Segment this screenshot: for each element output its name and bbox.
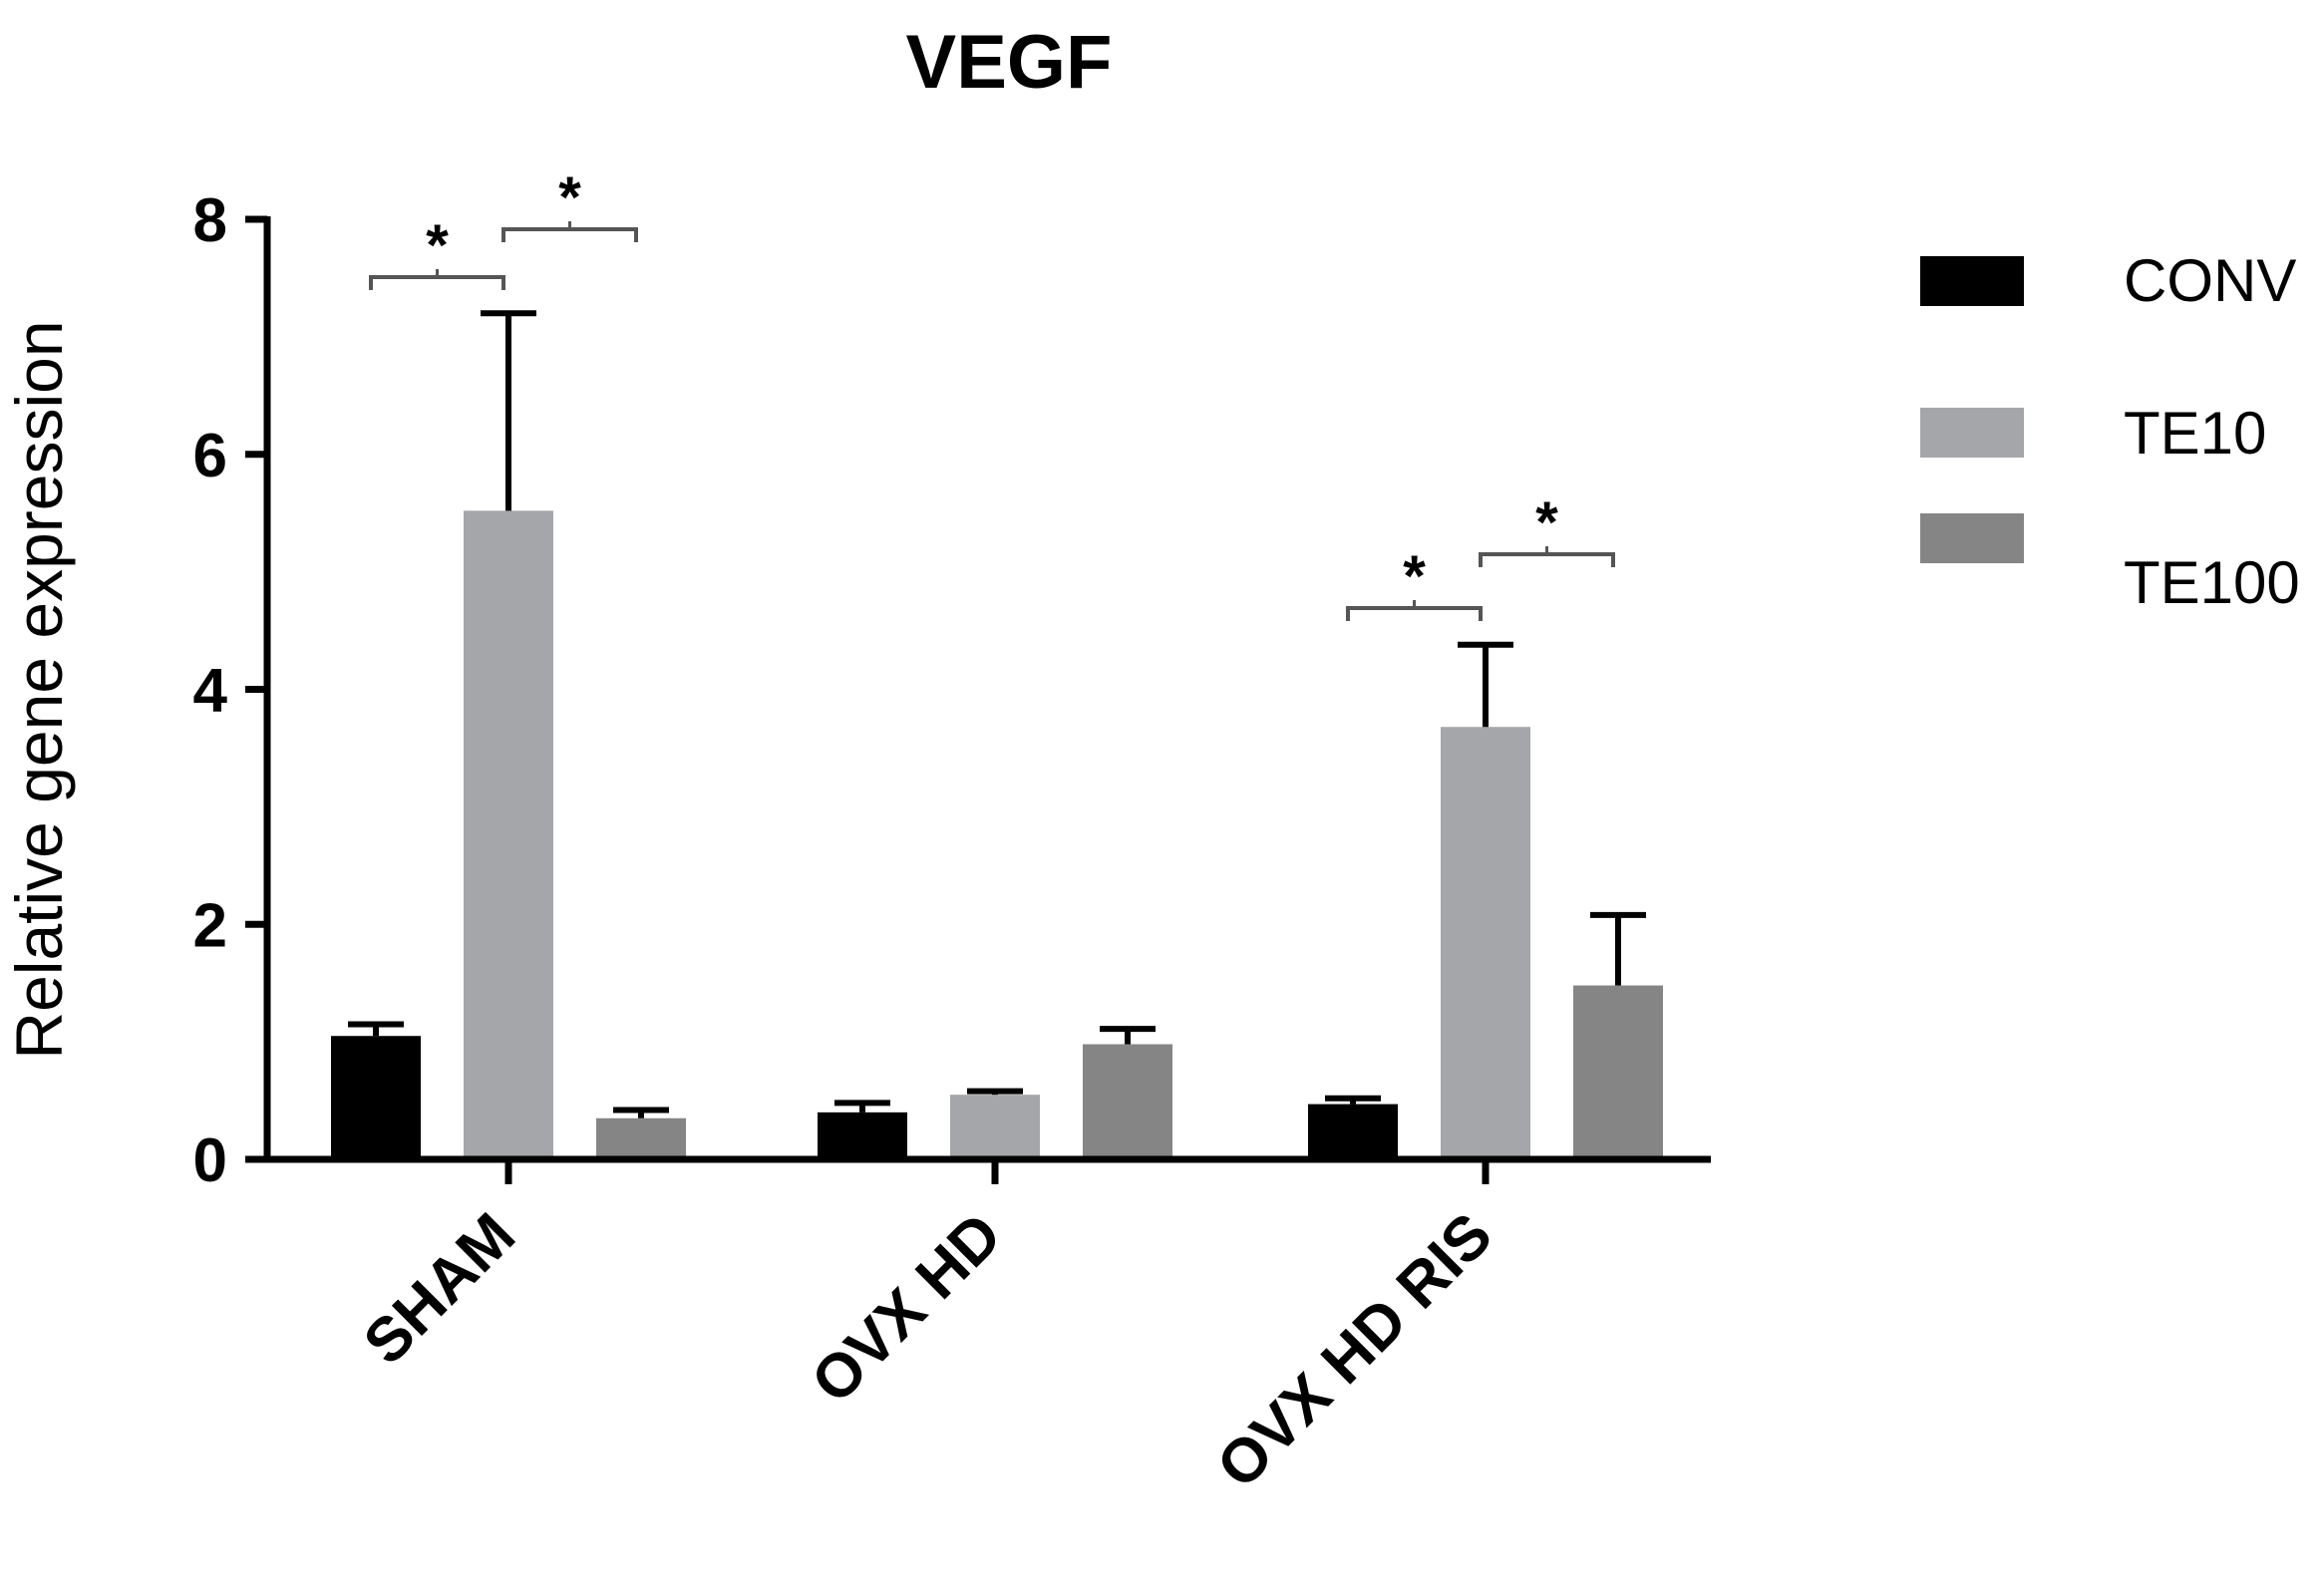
- significance-bracket: [1346, 606, 1483, 621]
- bar-te10-ovx-hd-ris: [1441, 727, 1530, 1159]
- y-tick-label: 6: [193, 422, 227, 490]
- bar-te10-sham: [464, 510, 553, 1159]
- significance-star: *: [1403, 544, 1426, 609]
- bar-te10-ovx-hd: [950, 1095, 1040, 1159]
- significance-bracket: [501, 227, 638, 242]
- legend-label-te100: TE100: [2124, 549, 2300, 616]
- y-axis-label: Relative gene expression: [2, 320, 76, 1059]
- legend-swatch-te10: [1920, 408, 2024, 458]
- x-category-label: SHAM: [351, 1200, 528, 1378]
- legend-swatch-conv: [1920, 256, 2024, 306]
- significance-star: *: [558, 165, 581, 230]
- bar-conv-ovx-hd-ris: [1308, 1104, 1398, 1159]
- bars-group: [331, 510, 1663, 1159]
- y-tick-label: 2: [193, 891, 227, 960]
- bar-te100-sham: [596, 1117, 686, 1159]
- legend-swatch-te100: [1920, 513, 2024, 563]
- significance-star: *: [1535, 490, 1558, 555]
- bar-te100-ovx-hd-ris: [1573, 985, 1663, 1159]
- x-axis: SHAM OVX HD OVX HD RIS: [264, 1155, 1711, 1501]
- significance-bracket: [1479, 552, 1615, 567]
- y-axis: 0 2 4 6 8: [193, 186, 271, 1195]
- bar-conv-sham: [331, 1036, 421, 1159]
- significance-brackets-group: * * * *: [369, 165, 1615, 621]
- significance-star: *: [426, 213, 449, 278]
- error-bars-group: [348, 310, 1646, 1118]
- x-category-label: OVX HD: [799, 1200, 1015, 1417]
- x-category-label: OVX HD RIS: [1204, 1200, 1505, 1501]
- significance-bracket: [369, 275, 505, 290]
- legend-label-conv: CONV: [2124, 247, 2296, 314]
- legend: CONV TE10 TE100: [1920, 247, 2300, 616]
- y-tick-label: 0: [193, 1126, 227, 1195]
- bar-te100-ovx-hd: [1083, 1044, 1172, 1159]
- y-tick-label: 8: [193, 186, 227, 255]
- legend-label-te10: TE10: [2124, 400, 2266, 467]
- y-tick-label: 4: [193, 657, 228, 726]
- bar-conv-ovx-hd: [818, 1112, 907, 1159]
- chart-title: VEGF: [906, 20, 1113, 105]
